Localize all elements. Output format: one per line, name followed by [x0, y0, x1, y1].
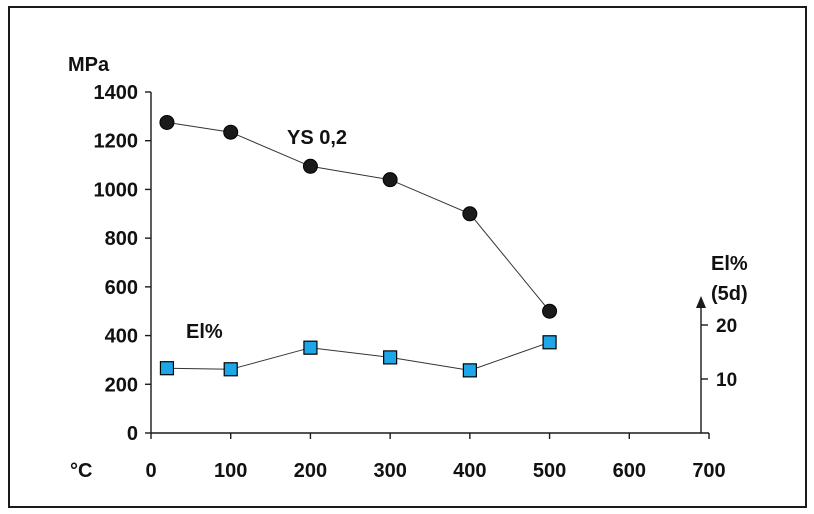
y-tick-label: 200 — [105, 374, 138, 396]
x-axis-unit-label: °C — [70, 460, 92, 482]
series-line-1 — [166, 341, 550, 371]
y-tick-label: 400 — [105, 326, 138, 348]
ys-data-point — [159, 114, 175, 130]
ys-data-point — [223, 124, 239, 140]
el-data-point — [159, 361, 175, 376]
y-tick-label: 1000 — [94, 179, 139, 201]
y-tick-label: 800 — [105, 228, 138, 250]
y2-axis-label-line1: El% — [711, 253, 748, 275]
series-label-ys: YS 0,2 — [287, 127, 347, 149]
ys-data-point — [302, 158, 318, 174]
el-data-point — [303, 340, 318, 355]
x-tick-label: 100 — [214, 460, 247, 482]
x-tick-label: 200 — [294, 460, 327, 482]
series-lines — [166, 121, 550, 371]
chart-frame — [8, 6, 807, 508]
y-tick-label: 600 — [105, 277, 138, 299]
axes — [150, 92, 709, 434]
el-data-point — [462, 363, 477, 378]
x-tick-label: 300 — [373, 460, 406, 482]
ys-data-point — [462, 206, 478, 222]
series-markers — [159, 114, 558, 378]
y-tick-label: 1200 — [94, 131, 139, 153]
x-tick-label: 600 — [613, 460, 646, 482]
series-label-el: El% — [186, 321, 223, 343]
series-line-0 — [166, 121, 550, 312]
el-data-point — [542, 335, 557, 350]
y2-axis-label-line2: (5d) — [711, 283, 748, 305]
ys-data-point — [542, 303, 558, 319]
y2-tick-label: 10 — [716, 370, 737, 391]
x-tick-label: 0 — [145, 460, 156, 482]
ticks: 0 200 400 600 800 1000 1200 1400 0 100 200 300 400 50… — [94, 82, 738, 482]
x-tick-label: 500 — [533, 460, 566, 482]
x-tick-label: 700 — [692, 460, 725, 482]
y-tick-label: 0 — [127, 423, 138, 445]
x-tick-label: 400 — [453, 460, 486, 482]
y2-axis-arrow — [696, 296, 706, 308]
ys-data-point — [382, 172, 398, 188]
el-data-point — [223, 362, 238, 377]
y-axis-unit-label: MPa — [68, 54, 110, 76]
el-data-point — [383, 350, 398, 365]
y-tick-label: 1400 — [94, 82, 139, 104]
y2-tick-label: 20 — [716, 316, 737, 337]
